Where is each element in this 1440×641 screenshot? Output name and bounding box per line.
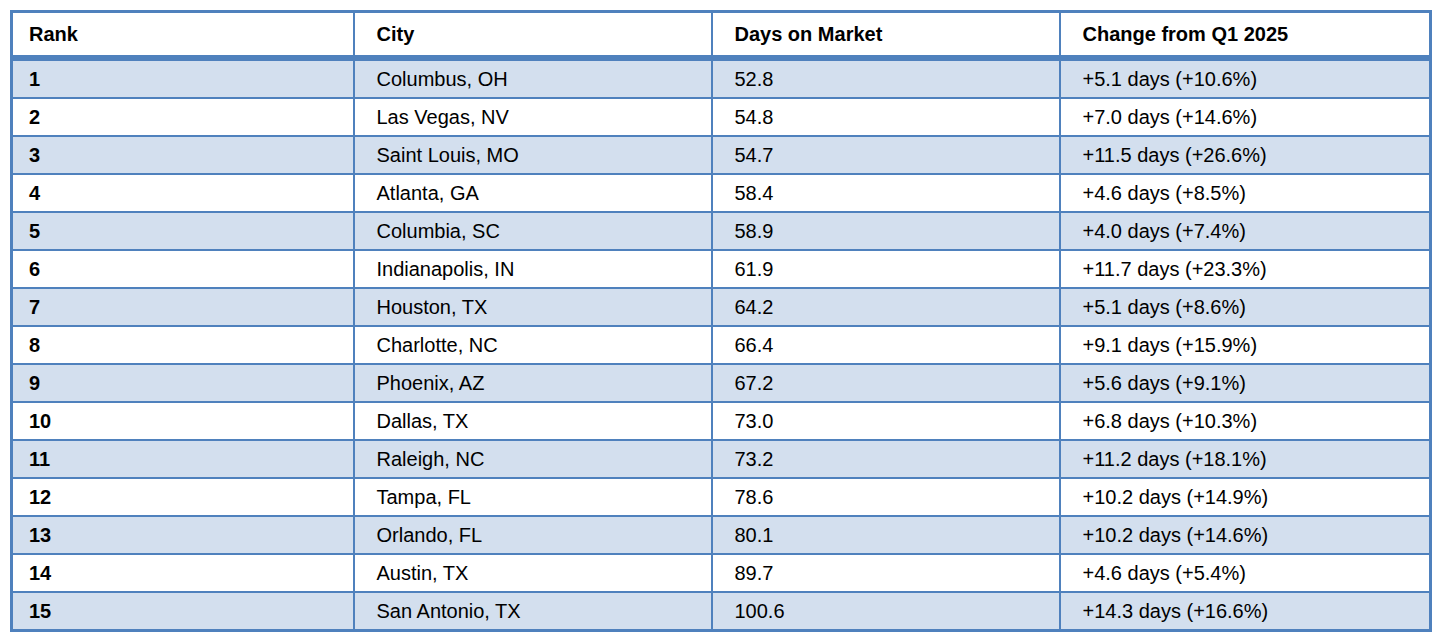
change-cell: +10.2 days (+14.9%) [1060, 478, 1431, 516]
change-cell: +7.0 days (+14.6%) [1060, 98, 1431, 136]
city-cell: Indianapolis, IN [354, 250, 712, 288]
days-on-market-cell: 66.4 [712, 326, 1060, 364]
change-cell: +4.6 days (+5.4%) [1060, 554, 1431, 592]
table-row: 6 Indianapolis, IN 61.9 +11.7 days (+23.… [12, 250, 1431, 288]
days-on-market-table-container: Rank City Days on Market Change from Q1 … [10, 10, 1429, 632]
days-on-market-cell: 54.8 [712, 98, 1060, 136]
days-on-market-cell: 58.4 [712, 174, 1060, 212]
days-on-market-table: Rank City Days on Market Change from Q1 … [10, 10, 1432, 632]
days-on-market-cell: 100.6 [712, 592, 1060, 631]
table-row: 9 Phoenix, AZ 67.2 +5.6 days (+9.1%) [12, 364, 1431, 402]
city-cell: Phoenix, AZ [354, 364, 712, 402]
change-cell: +4.0 days (+7.4%) [1060, 212, 1431, 250]
city-cell: Charlotte, NC [354, 326, 712, 364]
table-body: 1 Columbus, OH 52.8 +5.1 days (+10.6%) 2… [12, 58, 1431, 631]
header-rank: Rank [12, 12, 354, 59]
table-row: 14 Austin, TX 89.7 +4.6 days (+5.4%) [12, 554, 1431, 592]
table-row: 3 Saint Louis, MO 54.7 +11.5 days (+26.6… [12, 136, 1431, 174]
change-cell: +9.1 days (+15.9%) [1060, 326, 1431, 364]
city-cell: Raleigh, NC [354, 440, 712, 478]
header-change-from-q1-2025: Change from Q1 2025 [1060, 12, 1431, 59]
city-cell: Houston, TX [354, 288, 712, 326]
header-row: Rank City Days on Market Change from Q1 … [12, 12, 1431, 59]
rank-cell: 1 [12, 58, 354, 98]
change-cell: +14.3 days (+16.6%) [1060, 592, 1431, 631]
table-row: 10 Dallas, TX 73.0 +6.8 days (+10.3%) [12, 402, 1431, 440]
rank-cell: 6 [12, 250, 354, 288]
rank-cell: 7 [12, 288, 354, 326]
header-city: City [354, 12, 712, 59]
table-row: 5 Columbia, SC 58.9 +4.0 days (+7.4%) [12, 212, 1431, 250]
table-row: 11 Raleigh, NC 73.2 +11.2 days (+18.1%) [12, 440, 1431, 478]
table-row: 4 Atlanta, GA 58.4 +4.6 days (+8.5%) [12, 174, 1431, 212]
rank-cell: 15 [12, 592, 354, 631]
rank-cell: 12 [12, 478, 354, 516]
table-row: 13 Orlando, FL 80.1 +10.2 days (+14.6%) [12, 516, 1431, 554]
city-cell: Columbia, SC [354, 212, 712, 250]
city-cell: San Antonio, TX [354, 592, 712, 631]
table-header: Rank City Days on Market Change from Q1 … [12, 12, 1431, 59]
header-days-on-market: Days on Market [712, 12, 1060, 59]
rank-cell: 13 [12, 516, 354, 554]
city-cell: Columbus, OH [354, 58, 712, 98]
days-on-market-cell: 80.1 [712, 516, 1060, 554]
days-on-market-cell: 89.7 [712, 554, 1060, 592]
city-cell: Atlanta, GA [354, 174, 712, 212]
rank-cell: 3 [12, 136, 354, 174]
city-cell: Saint Louis, MO [354, 136, 712, 174]
days-on-market-cell: 64.2 [712, 288, 1060, 326]
rank-cell: 10 [12, 402, 354, 440]
rank-cell: 8 [12, 326, 354, 364]
rank-cell: 11 [12, 440, 354, 478]
table-row: 8 Charlotte, NC 66.4 +9.1 days (+15.9%) [12, 326, 1431, 364]
change-cell: +4.6 days (+8.5%) [1060, 174, 1431, 212]
change-cell: +6.8 days (+10.3%) [1060, 402, 1431, 440]
days-on-market-cell: 67.2 [712, 364, 1060, 402]
city-cell: Dallas, TX [354, 402, 712, 440]
table-row: 1 Columbus, OH 52.8 +5.1 days (+10.6%) [12, 58, 1431, 98]
change-cell: +11.7 days (+23.3%) [1060, 250, 1431, 288]
city-cell: Orlando, FL [354, 516, 712, 554]
rank-cell: 2 [12, 98, 354, 136]
change-cell: +5.1 days (+10.6%) [1060, 58, 1431, 98]
city-cell: Austin, TX [354, 554, 712, 592]
table-row: 7 Houston, TX 64.2 +5.1 days (+8.6%) [12, 288, 1431, 326]
change-cell: +10.2 days (+14.6%) [1060, 516, 1431, 554]
days-on-market-cell: 61.9 [712, 250, 1060, 288]
table-row: 12 Tampa, FL 78.6 +10.2 days (+14.9%) [12, 478, 1431, 516]
city-cell: Tampa, FL [354, 478, 712, 516]
days-on-market-cell: 73.0 [712, 402, 1060, 440]
change-cell: +5.1 days (+8.6%) [1060, 288, 1431, 326]
table-row: 2 Las Vegas, NV 54.8 +7.0 days (+14.6%) [12, 98, 1431, 136]
rank-cell: 5 [12, 212, 354, 250]
change-cell: +11.5 days (+26.6%) [1060, 136, 1431, 174]
rank-cell: 4 [12, 174, 354, 212]
days-on-market-cell: 54.7 [712, 136, 1060, 174]
days-on-market-cell: 78.6 [712, 478, 1060, 516]
days-on-market-cell: 73.2 [712, 440, 1060, 478]
change-cell: +11.2 days (+18.1%) [1060, 440, 1431, 478]
days-on-market-cell: 52.8 [712, 58, 1060, 98]
change-cell: +5.6 days (+9.1%) [1060, 364, 1431, 402]
city-cell: Las Vegas, NV [354, 98, 712, 136]
rank-cell: 9 [12, 364, 354, 402]
rank-cell: 14 [12, 554, 354, 592]
days-on-market-cell: 58.9 [712, 212, 1060, 250]
table-row: 15 San Antonio, TX 100.6 +14.3 days (+16… [12, 592, 1431, 631]
